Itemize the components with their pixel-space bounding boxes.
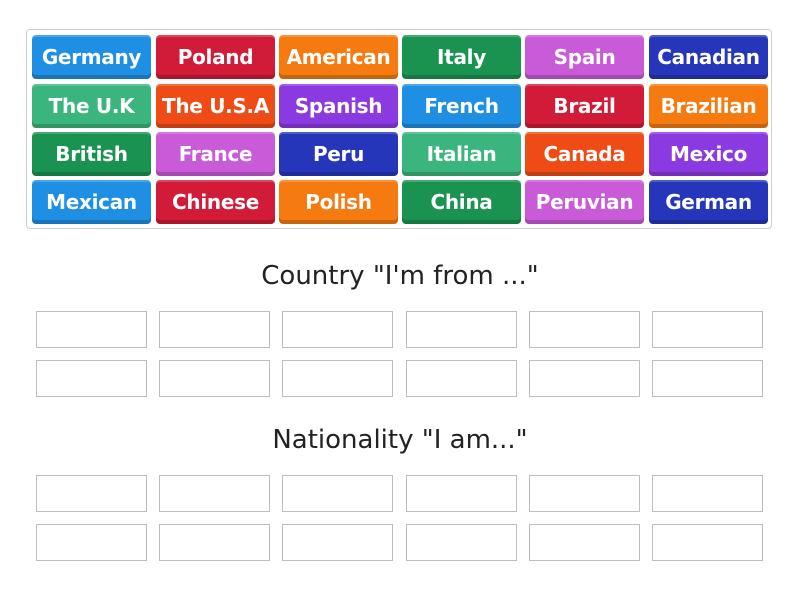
drop-slot[interactable]	[282, 311, 393, 348]
word-tile[interactable]: Italy	[402, 35, 521, 79]
word-bank	[26, 29, 772, 229]
word-tile[interactable]: Canada	[525, 132, 644, 176]
drop-slot[interactable]	[282, 524, 393, 561]
drop-slot[interactable]	[159, 311, 270, 348]
word-tile[interactable]: Chinese	[156, 180, 275, 224]
drop-slot[interactable]	[282, 475, 393, 512]
word-tile[interactable]: Brazil	[525, 84, 644, 128]
group-heading: Nationality "I am..."	[272, 425, 528, 455]
drop-slot[interactable]	[159, 360, 270, 397]
drop-slot[interactable]	[36, 360, 147, 397]
word-tile[interactable]: French	[402, 84, 521, 128]
word-tile[interactable]: Poland	[156, 35, 275, 79]
drop-slot[interactable]	[406, 311, 517, 348]
drop-slot[interactable]	[406, 360, 517, 397]
drop-slot[interactable]	[652, 311, 763, 348]
word-tile[interactable]: Germany	[32, 35, 151, 79]
word-tile[interactable]: China	[402, 180, 521, 224]
word-tile[interactable]: Brazilian	[649, 84, 768, 128]
word-tile[interactable]: Mexico	[649, 132, 768, 176]
word-tile[interactable]: Spain	[525, 35, 644, 79]
drop-slot[interactable]	[282, 360, 393, 397]
word-tile[interactable]: Peruvian	[525, 180, 644, 224]
group-heading: Country "I'm from ..."	[261, 261, 539, 291]
word-tile[interactable]: Mexican	[32, 180, 151, 224]
word-tile[interactable]: Canadian	[649, 35, 768, 79]
drop-slot[interactable]	[159, 475, 270, 512]
word-tile[interactable]: France	[156, 132, 275, 176]
word-tile[interactable]: Italian	[402, 132, 521, 176]
drop-slot[interactable]	[36, 311, 147, 348]
drop-slot[interactable]	[652, 475, 763, 512]
word-tile[interactable]: The U.K	[32, 84, 151, 128]
word-tile[interactable]: Spanish	[279, 84, 398, 128]
drop-slot[interactable]	[36, 475, 147, 512]
word-tile[interactable]: American	[279, 35, 398, 79]
word-tile[interactable]: Peru	[279, 132, 398, 176]
drop-slot[interactable]	[406, 475, 517, 512]
drop-slot[interactable]	[529, 524, 640, 561]
drop-slot[interactable]	[652, 360, 763, 397]
drop-slot[interactable]	[529, 475, 640, 512]
drop-slot[interactable]	[159, 524, 270, 561]
word-tile[interactable]: The U.S.A	[156, 84, 275, 128]
drop-slot[interactable]	[406, 524, 517, 561]
word-tile[interactable]: German	[649, 180, 768, 224]
drop-slot[interactable]	[36, 524, 147, 561]
drop-slot[interactable]	[652, 524, 763, 561]
drop-slot[interactable]	[529, 311, 640, 348]
word-tile[interactable]: Polish	[279, 180, 398, 224]
word-tile[interactable]: British	[32, 132, 151, 176]
drop-slot[interactable]	[529, 360, 640, 397]
